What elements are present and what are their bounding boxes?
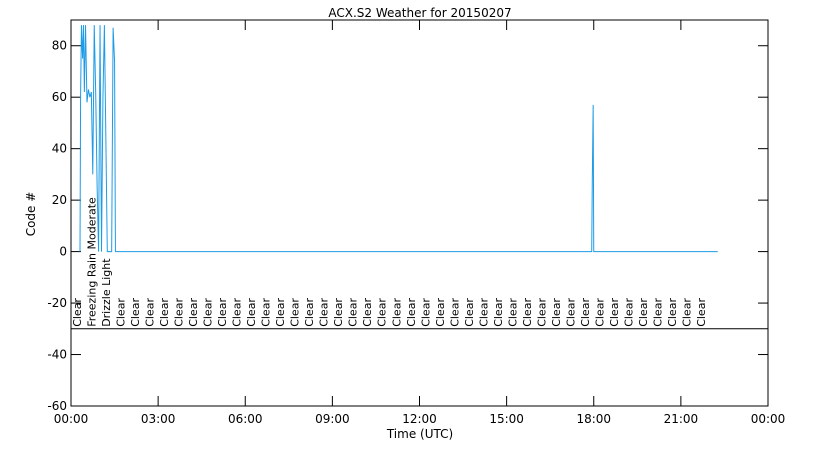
weather-label: Clear xyxy=(594,298,607,327)
weather-label: Clear xyxy=(245,298,258,327)
weather-label: Clear xyxy=(448,298,461,327)
weather-label: Clear xyxy=(187,298,200,327)
weather-label: Clear xyxy=(506,298,519,327)
weather-label: Clear xyxy=(666,298,679,327)
weather-label: Drizzle Light xyxy=(100,258,113,327)
weather-label: Clear xyxy=(216,298,229,327)
weather-label: Clear xyxy=(71,298,84,327)
y-tick-label: -60 xyxy=(47,399,67,413)
y-tick-label: 0 xyxy=(59,245,67,259)
weather-label: Clear xyxy=(201,298,214,327)
weather-label: Clear xyxy=(463,298,476,327)
x-tick-label: 12:00 xyxy=(402,412,437,426)
weather-label: Clear xyxy=(172,298,185,327)
x-tick-label: 09:00 xyxy=(315,412,350,426)
weather-label: Clear xyxy=(260,298,273,327)
y-axis-label: Code # xyxy=(24,192,38,237)
weather-label: Clear xyxy=(477,298,490,327)
weather-label: Clear xyxy=(303,298,316,327)
weather-label: Clear xyxy=(405,298,418,327)
weather-label: Clear xyxy=(535,298,548,327)
y-tick-label: -20 xyxy=(47,296,67,310)
weather-label: Clear xyxy=(158,298,171,327)
weather-label: Clear xyxy=(681,298,694,327)
weather-label: Freezing Rain Moderate xyxy=(85,197,98,327)
weather-label: Clear xyxy=(637,298,650,327)
weather-label: Clear xyxy=(390,298,403,327)
x-tick-label: 15:00 xyxy=(489,412,524,426)
weather-label: Clear xyxy=(347,298,360,327)
weather-label: Clear xyxy=(376,298,389,327)
weather-label: Clear xyxy=(114,298,127,327)
weather-label: Clear xyxy=(652,298,665,327)
weather-label: Clear xyxy=(579,298,592,327)
data-line xyxy=(79,25,718,253)
weather-label: Clear xyxy=(318,298,331,327)
weather-label: Clear xyxy=(129,298,142,327)
weather-label: Clear xyxy=(608,298,621,327)
x-tick-label: 00:00 xyxy=(54,412,89,426)
weather-label: Clear xyxy=(332,298,345,327)
weather-label: Clear xyxy=(231,298,244,327)
x-tick-label: 06:00 xyxy=(228,412,263,426)
weather-label: Clear xyxy=(289,298,302,327)
x-tick-label: 03:00 xyxy=(141,412,176,426)
weather-label: Clear xyxy=(143,298,156,327)
x-tick-label: 21:00 xyxy=(664,412,699,426)
y-tick-label: 40 xyxy=(52,142,67,156)
weather-label: Clear xyxy=(434,298,447,327)
weather-label: Clear xyxy=(492,298,505,327)
y-tick-label: -40 xyxy=(47,348,67,362)
x-tick-label: 18:00 xyxy=(576,412,611,426)
weather-label: Clear xyxy=(274,298,287,327)
x-tick-label: 00:00 xyxy=(751,412,786,426)
y-tick-label: 80 xyxy=(52,39,67,53)
weather-label: Clear xyxy=(361,298,374,327)
weather-label: Clear xyxy=(695,298,708,327)
x-axis-label: Time (UTC) xyxy=(386,427,453,441)
weather-label: Clear xyxy=(550,298,563,327)
y-tick-label: 20 xyxy=(52,193,67,207)
weather-label: Clear xyxy=(521,298,534,327)
y-tick-label: 60 xyxy=(52,90,67,104)
weather-label: Clear xyxy=(419,298,432,327)
chart-title: ACX.S2 Weather for 20150207 xyxy=(328,6,511,20)
plot-frame xyxy=(70,19,769,407)
weather-label: Clear xyxy=(623,298,636,327)
weather-label: Clear xyxy=(565,298,578,327)
